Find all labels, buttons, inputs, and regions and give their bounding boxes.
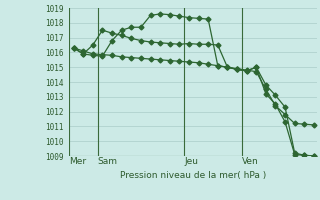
- X-axis label: Pression niveau de la mer( hPa ): Pression niveau de la mer( hPa ): [120, 171, 266, 180]
